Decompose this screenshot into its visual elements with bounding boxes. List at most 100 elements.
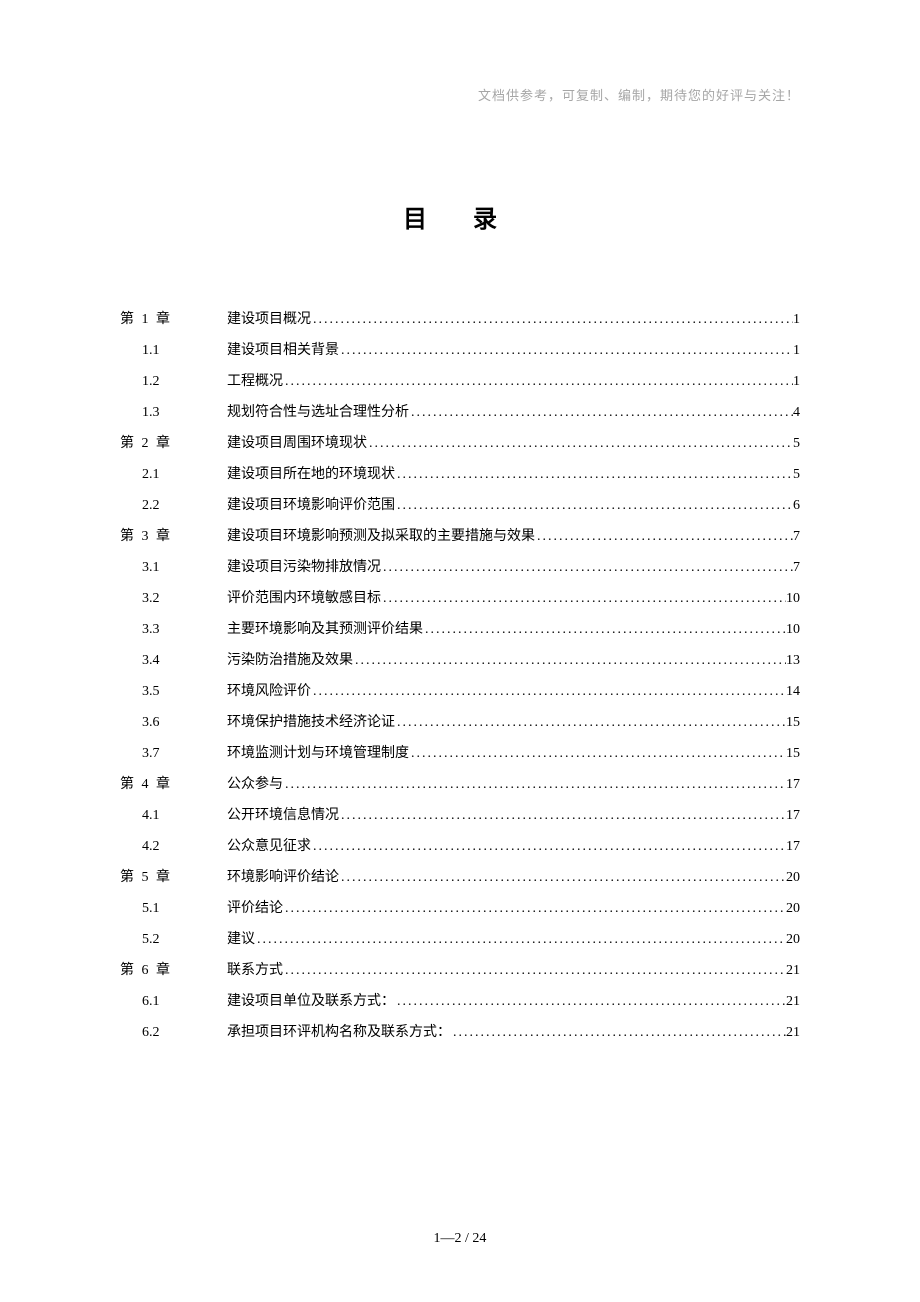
toc-entry-text: 评价结论: [227, 898, 283, 919]
toc-entry-page: 1: [793, 371, 800, 392]
toc-entry-text: 环境风险评价: [227, 681, 311, 702]
toc-entry-text: 规划符合性与选址合理性分析: [227, 402, 409, 423]
toc-entry-page: 21: [786, 991, 800, 1012]
toc-dots: [311, 836, 786, 857]
toc-entry-number: 3.5: [120, 681, 227, 702]
toc-entry-line: 建设项目污染物排放情况7: [227, 557, 800, 578]
toc-entry-line: 污染防治措施及效果13: [227, 650, 800, 671]
toc-entry-text: 建设项目相关背景: [227, 340, 339, 361]
toc-dots: [409, 402, 793, 423]
toc-entry-page: 5: [793, 433, 800, 454]
toc-entry: 3.2评价范围内环境敏感目标10: [120, 588, 800, 609]
toc-entry: 3.7环境监测计划与环境管理制度15: [120, 743, 800, 764]
toc-entry-page: 1: [793, 340, 800, 361]
toc-entry-number: 2.2: [120, 495, 227, 516]
toc-entry-page: 14: [786, 681, 800, 702]
toc-entry-page: 1: [793, 309, 800, 330]
toc-entry-number: 6.2: [120, 1022, 227, 1043]
toc-entry: 4.1公开环境信息情况17: [120, 805, 800, 826]
toc-entry-number: 1.1: [120, 340, 227, 361]
toc-entry: 2.2建设项目环境影响评价范围 6: [120, 495, 800, 516]
toc-entry-text: 污染防治措施及效果: [227, 650, 353, 671]
toc-dots: [339, 867, 786, 888]
toc-entry-number: 4.2: [120, 836, 227, 857]
toc-entry-line: 建设项目单位及联系方式：21: [227, 991, 800, 1012]
header-note: 文档供参考，可复制、编制，期待您的好评与关注！: [120, 85, 800, 104]
toc-entry-page: 21: [786, 960, 800, 981]
toc-entry-text: 建设项目污染物排放情况: [227, 557, 381, 578]
toc-entry: 1.2工程概况1: [120, 371, 800, 392]
toc-entry-number: 第 6 章: [120, 960, 227, 981]
toc-entry: 第 1 章建设项目概况1: [120, 309, 800, 330]
toc-dots: [353, 650, 786, 671]
toc-entry-number: 3.3: [120, 619, 227, 640]
toc-entry-number: 6.1: [120, 991, 227, 1012]
toc-entry: 第 6 章联系方式 21: [120, 960, 800, 981]
toc-entry-number: 3.6: [120, 712, 227, 733]
toc-entry-text: 建设项目所在地的环境现状: [227, 464, 395, 485]
toc-dots: [367, 433, 793, 454]
toc-entry-text: 建设项目环境影响预测及拟采取的主要措施与效果: [227, 526, 535, 547]
toc-dots: [311, 309, 793, 330]
toc-entry: 6.2承担项目环评机构名称及联系方式： 21: [120, 1022, 800, 1043]
toc-entry-text: 工程概况: [227, 371, 283, 392]
toc-entry-number: 5.1: [120, 898, 227, 919]
toc-list: 第 1 章建设项目概况11.1建设项目相关背景11.2工程概况11.3规划符合性…: [120, 309, 800, 1043]
toc-entry-line: 环境风险评价 14: [227, 681, 800, 702]
toc-entry-text: 联系方式: [227, 960, 283, 981]
toc-entry-number: 3.4: [120, 650, 227, 671]
toc-entry-text: 环境影响评价结论: [227, 867, 339, 888]
toc-entry-line: 评价范围内环境敏感目标10: [227, 588, 800, 609]
toc-entry-page: 10: [786, 619, 800, 640]
toc-entry-text: 建设项目环境影响评价范围: [227, 495, 395, 516]
toc-entry-line: 建设项目相关背景 1: [227, 340, 800, 361]
toc-entry: 第 2 章建设项目周围环境现状 5: [120, 433, 800, 454]
toc-entry-page: 7: [793, 526, 800, 547]
toc-entry-line: 主要环境影响及其预测评价结果10: [227, 619, 800, 640]
toc-entry-text: 公开环境信息情况: [227, 805, 339, 826]
toc-dots: [283, 371, 793, 392]
toc-entry: 5.2建议 20: [120, 929, 800, 950]
toc-entry-text: 公众参与: [227, 774, 283, 795]
toc-entry: 第 5 章环境影响评价结论 20: [120, 867, 800, 888]
toc-entry-page: 15: [786, 712, 800, 733]
toc-entry-line: 建设项目概况1: [227, 309, 800, 330]
toc-entry-page: 20: [786, 929, 800, 950]
toc-entry-number: 第 4 章: [120, 774, 227, 795]
toc-dots: [283, 960, 786, 981]
toc-entry-number: 第 5 章: [120, 867, 227, 888]
toc-entry-number: 第 2 章: [120, 433, 227, 454]
toc-entry-page: 20: [786, 867, 800, 888]
document-page: 文档供参考，可复制、编制，期待您的好评与关注！ 目 录 第 1 章建设项目概况1…: [0, 0, 920, 1302]
toc-entry-text: 建设项目周围环境现状: [227, 433, 367, 454]
toc-dots: [311, 681, 786, 702]
toc-dots: [283, 898, 786, 919]
toc-entry-text: 承担项目环评机构名称及联系方式：: [227, 1022, 451, 1043]
toc-entry: 3.1建设项目污染物排放情况7: [120, 557, 800, 578]
toc-entry-page: 5: [793, 464, 800, 485]
toc-entry-page: 21: [786, 1022, 800, 1043]
toc-entry-line: 公众参与17: [227, 774, 800, 795]
toc-entry-line: 联系方式 21: [227, 960, 800, 981]
toc-dots: [339, 805, 786, 826]
toc-entry: 3.5环境风险评价 14: [120, 681, 800, 702]
toc-entry: 3.3主要环境影响及其预测评价结果10: [120, 619, 800, 640]
toc-title: 目 录: [120, 199, 800, 234]
toc-entry-page: 17: [786, 836, 800, 857]
toc-dots: [381, 557, 793, 578]
toc-entry-line: 建议 20: [227, 929, 800, 950]
toc-entry-line: 承担项目环评机构名称及联系方式： 21: [227, 1022, 800, 1043]
toc-entry: 3.6环境保护措施技术经济论证15: [120, 712, 800, 733]
toc-dots: [255, 929, 786, 950]
toc-entry-page: 6: [793, 495, 800, 516]
toc-entry-text: 环境监测计划与环境管理制度: [227, 743, 409, 764]
toc-entry-number: 5.2: [120, 929, 227, 950]
toc-entry-number: 第 3 章: [120, 526, 227, 547]
toc-dots: [381, 588, 786, 609]
toc-entry-line: 环境保护措施技术经济论证15: [227, 712, 800, 733]
toc-entry: 第 4 章公众参与17: [120, 774, 800, 795]
toc-entry-text: 建议: [227, 929, 255, 950]
toc-entry: 第 3 章建设项目环境影响预测及拟采取的主要措施与效果 7: [120, 526, 800, 547]
toc-entry-number: 1.3: [120, 402, 227, 423]
toc-entry-page: 10: [786, 588, 800, 609]
